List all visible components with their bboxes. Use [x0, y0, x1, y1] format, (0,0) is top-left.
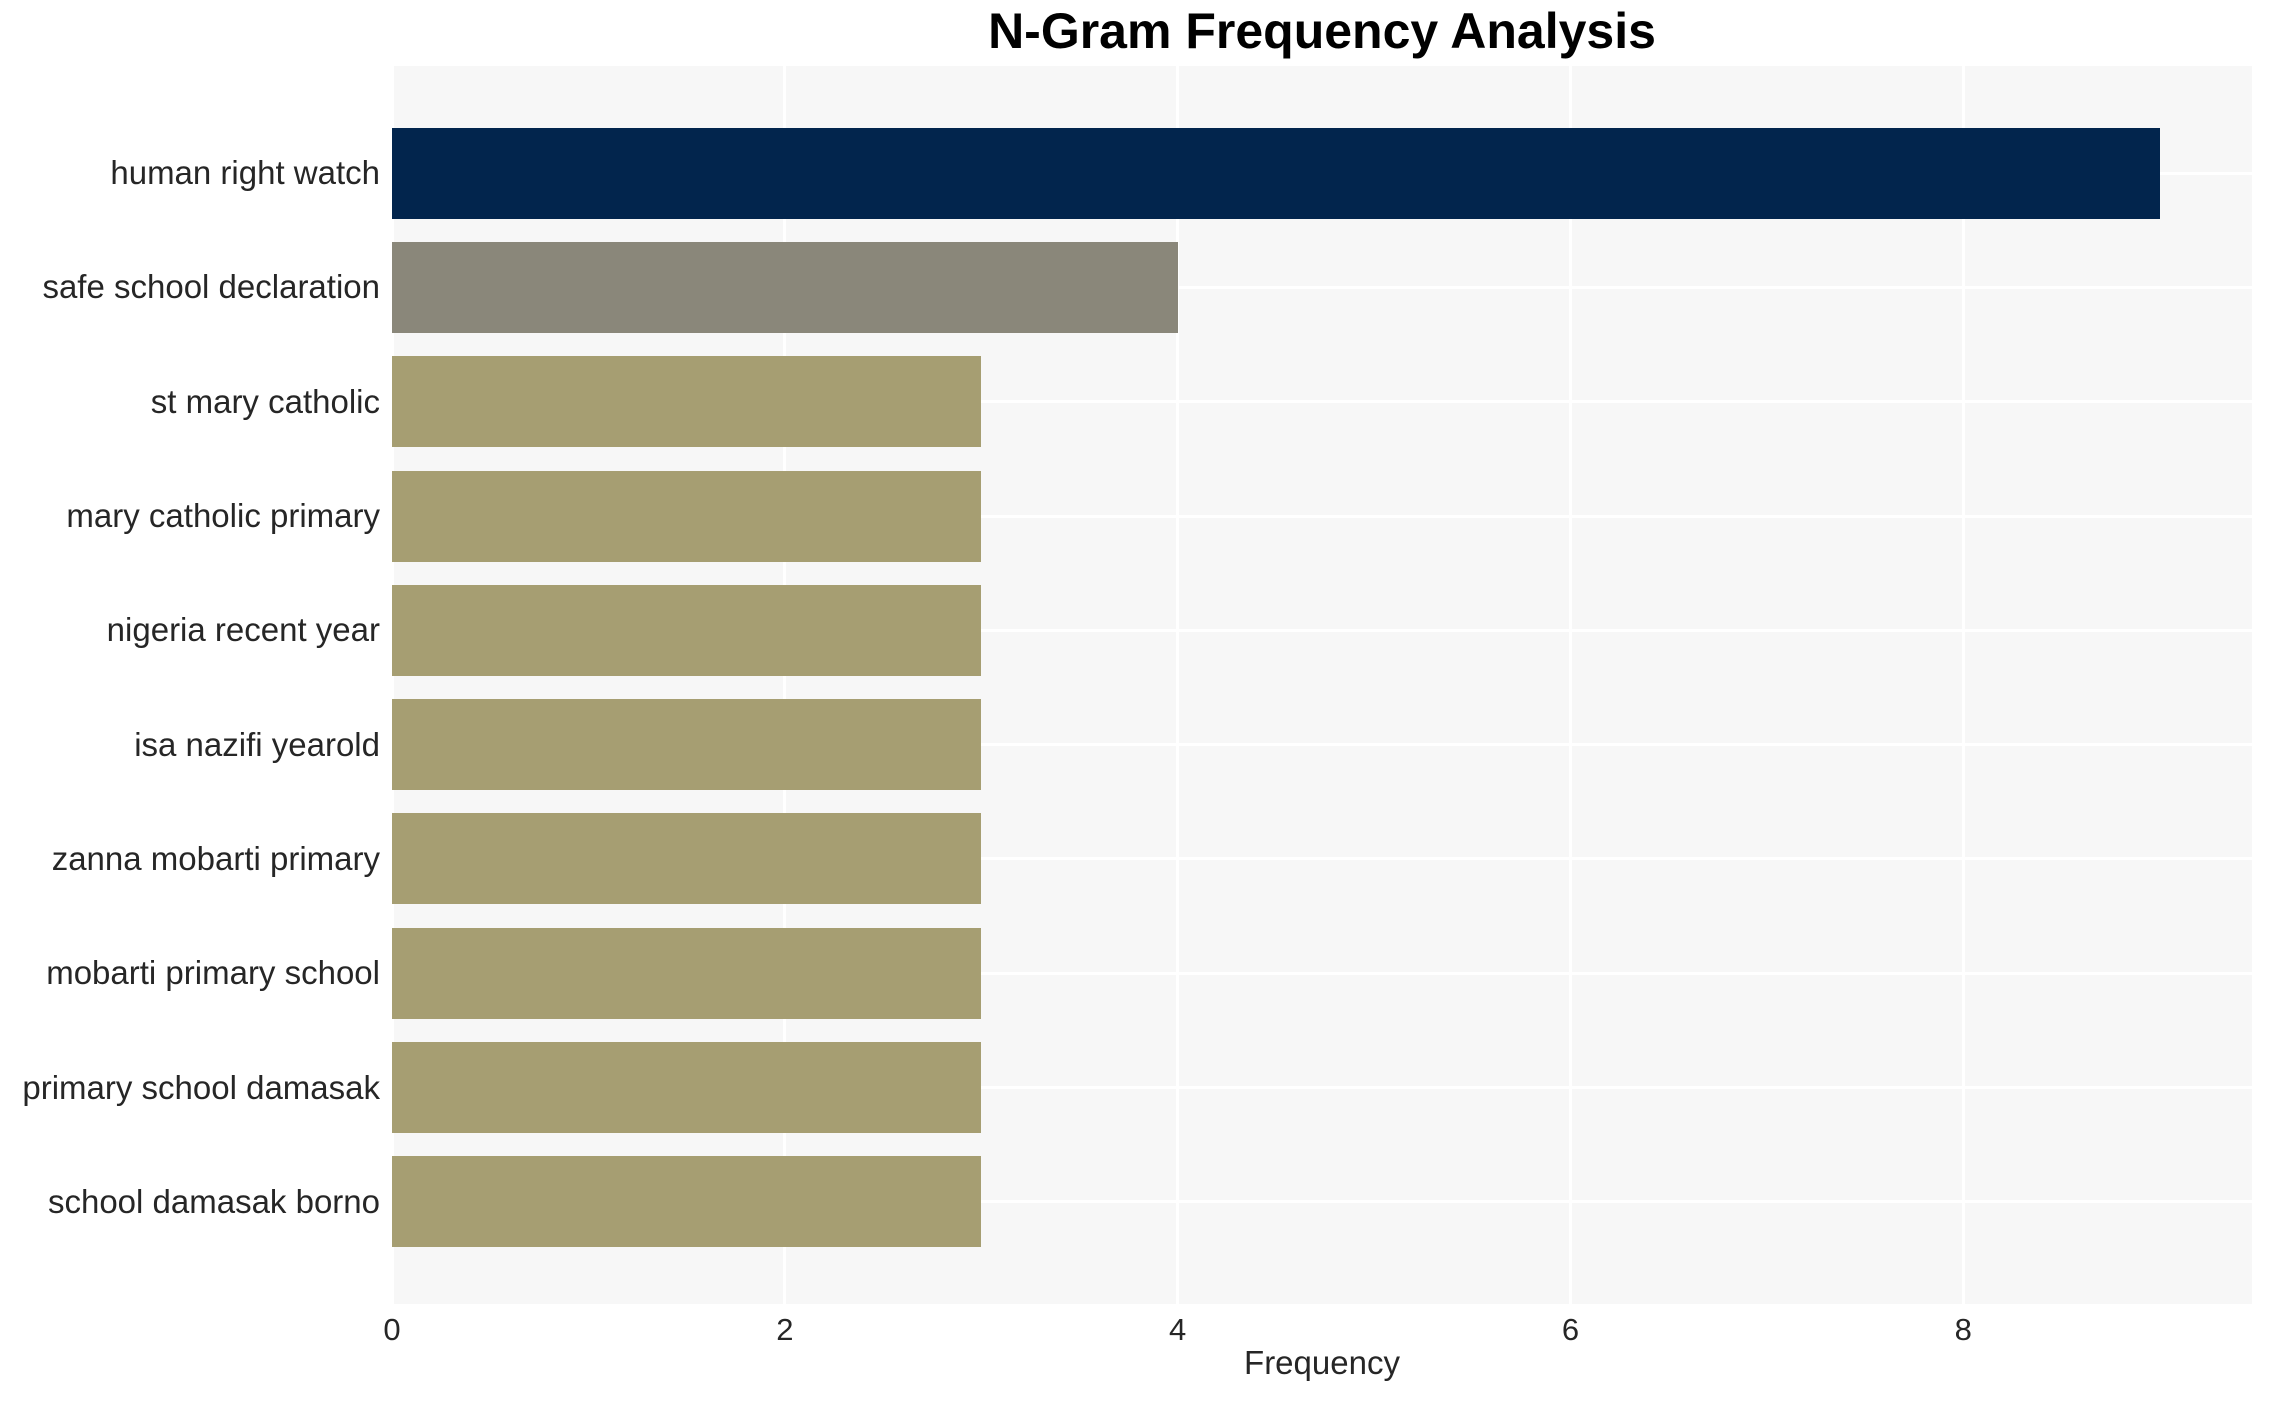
y-tick-label: mobarti primary school: [46, 954, 380, 992]
bar-st-mary-catholic: [392, 356, 982, 448]
x-axis-label: Frequency: [1244, 1344, 1400, 1381]
gridline-vertical: [783, 66, 787, 1304]
gridline-horizontal: [392, 285, 2252, 289]
gridline-vertical: [1568, 66, 1572, 1304]
x-tick-label: 8: [1954, 1312, 1972, 1347]
y-tick-label: mary catholic primary: [66, 497, 380, 535]
y-tick-label: nigeria recent year: [106, 611, 380, 649]
bar-primary-school-damasak: [392, 1042, 982, 1134]
gridline-horizontal: [392, 514, 2252, 518]
gridline-horizontal: [392, 628, 2252, 632]
y-tick-label: zanna mobarti primary: [51, 839, 380, 877]
bar-mobarti-primary-school: [392, 927, 982, 1019]
bar-nigeria-recent-year: [392, 584, 982, 676]
x-tick-label: 4: [1169, 1312, 1187, 1347]
gridline-horizontal: [392, 857, 2252, 861]
bar-isa-nazifi-yearold: [392, 699, 982, 791]
y-tick-label: human right watch: [110, 154, 380, 192]
bar-safe-school-declaration: [392, 241, 1178, 333]
x-tick-label: 2: [776, 1312, 794, 1347]
y-tick-label: primary school damasak: [22, 1068, 380, 1106]
gridline-vertical: [1176, 66, 1180, 1304]
gridline-horizontal: [392, 1200, 2252, 1204]
gridline-vertical: [1961, 66, 1965, 1304]
gridline-horizontal: [392, 743, 2252, 747]
y-tick-label: safe school declaration: [42, 268, 380, 306]
y-tick-label: isa nazifi yearold: [134, 725, 380, 763]
gridline-vertical: [390, 66, 394, 1304]
bar-zanna-mobarti-primary: [392, 813, 982, 905]
bar-human-right-watch: [392, 127, 2160, 219]
chart-title: N-Gram Frequency Analysis: [988, 3, 1656, 59]
bar-school-damasak-borno: [392, 1156, 982, 1248]
bar-mary-catholic-primary: [392, 470, 982, 562]
x-tick-label: 6: [1561, 1312, 1580, 1347]
y-tick-label: st mary catholic: [150, 382, 380, 420]
y-tick-label: school damasak borno: [47, 1182, 380, 1220]
gridline-horizontal: [392, 971, 2252, 975]
gridline-horizontal: [392, 1086, 2252, 1090]
plot-area: [390, 66, 2252, 1304]
gridline-horizontal: [392, 400, 2252, 404]
x-tick-label: 0: [383, 1312, 401, 1347]
